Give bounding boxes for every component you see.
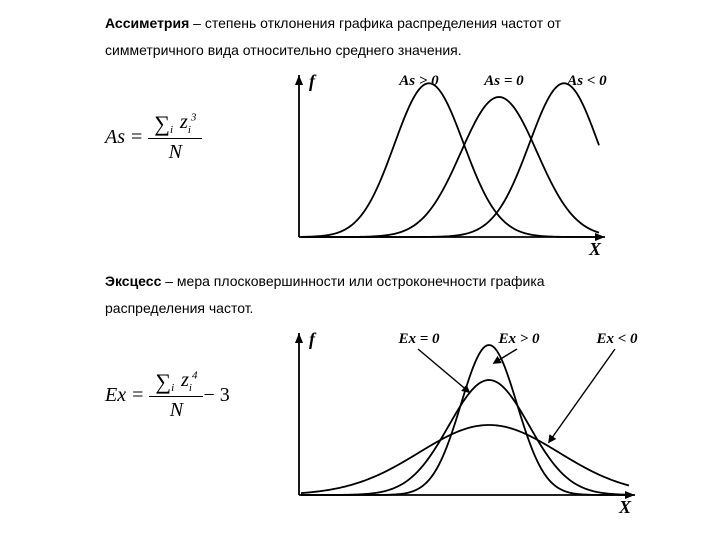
svg-text:Ex < 0: Ex < 0 xyxy=(595,331,638,347)
asymmetry-row: As = ∑i zi3 N f X As > 0 As = 0 As < 0 xyxy=(105,69,630,264)
svg-text:f: f xyxy=(309,71,317,91)
excess-chart: f X Ex = 0 Ex > 0 Ex < 0 xyxy=(275,327,645,522)
svg-text:Ex = 0: Ex = 0 xyxy=(397,331,440,347)
excess-def-text: – мера плосковершинности или остроконечн… xyxy=(105,273,545,316)
svg-text:As = 0: As = 0 xyxy=(483,73,524,89)
svg-text:X: X xyxy=(618,497,632,517)
svg-text:As > 0: As > 0 xyxy=(398,73,439,89)
svg-text:f: f xyxy=(309,329,317,349)
excess-formula: Ex = ∑i zi4 N − 3 xyxy=(105,327,275,423)
svg-text:As < 0: As < 0 xyxy=(566,73,607,89)
asymmetry-term: Ассиметрия xyxy=(105,15,189,31)
asymmetry-definition: Ассиметрия – степень отклонения графика … xyxy=(105,10,630,63)
svg-text:X: X xyxy=(588,239,602,259)
excess-definition: Эксцесс – мера плосковершинности или ост… xyxy=(105,268,630,321)
svg-text:Ex > 0: Ex > 0 xyxy=(497,331,540,347)
excess-term: Эксцесс xyxy=(105,273,161,289)
asymmetry-chart: f X As > 0 As = 0 As < 0 xyxy=(275,69,630,264)
asymmetry-formula: As = ∑i zi3 N xyxy=(105,69,275,165)
excess-row: Ex = ∑i zi4 N − 3 fXEx = 0Ex > 0Ex < 0 xyxy=(105,327,630,522)
